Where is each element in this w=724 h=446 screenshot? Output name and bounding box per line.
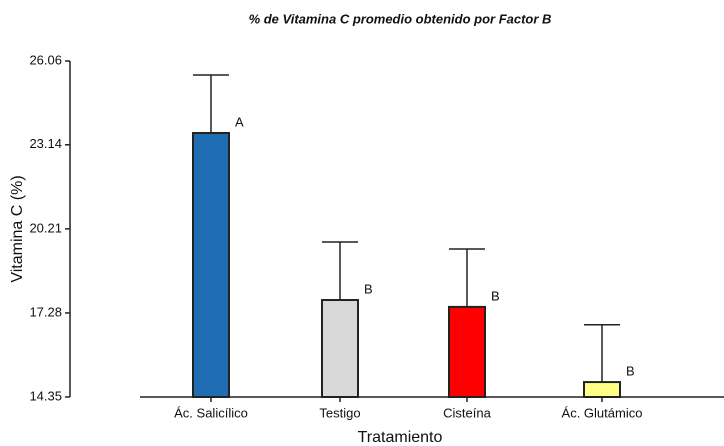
bar bbox=[321, 299, 359, 399]
y-tick-label: 14.35 bbox=[29, 388, 62, 403]
x-tick-label: Ác. Salicílico bbox=[174, 405, 248, 420]
y-tick-label: 26.06 bbox=[29, 52, 62, 67]
x-tick-label: Cisteína bbox=[443, 405, 491, 420]
x-axis-title: Tratamiento bbox=[358, 429, 443, 446]
y-tick-label: 23.14 bbox=[29, 136, 62, 151]
x-tick-label: Ác. Glutámico bbox=[562, 405, 643, 420]
y-axis-title: Vitamina C (%) bbox=[9, 175, 26, 282]
bar bbox=[192, 132, 230, 398]
x-tick-label: Testigo bbox=[319, 405, 360, 420]
chart-title: % de Vitamina C promedio obtenido por Fa… bbox=[249, 11, 552, 26]
significance-letter: B bbox=[491, 288, 500, 303]
bar bbox=[448, 305, 486, 398]
bar bbox=[583, 381, 621, 398]
significance-letter: B bbox=[626, 364, 635, 379]
significance-letter: B bbox=[364, 281, 373, 296]
y-tick-label: 17.28 bbox=[29, 304, 62, 319]
y-tick-label: 20.21 bbox=[29, 220, 62, 235]
significance-letter: A bbox=[235, 114, 244, 129]
